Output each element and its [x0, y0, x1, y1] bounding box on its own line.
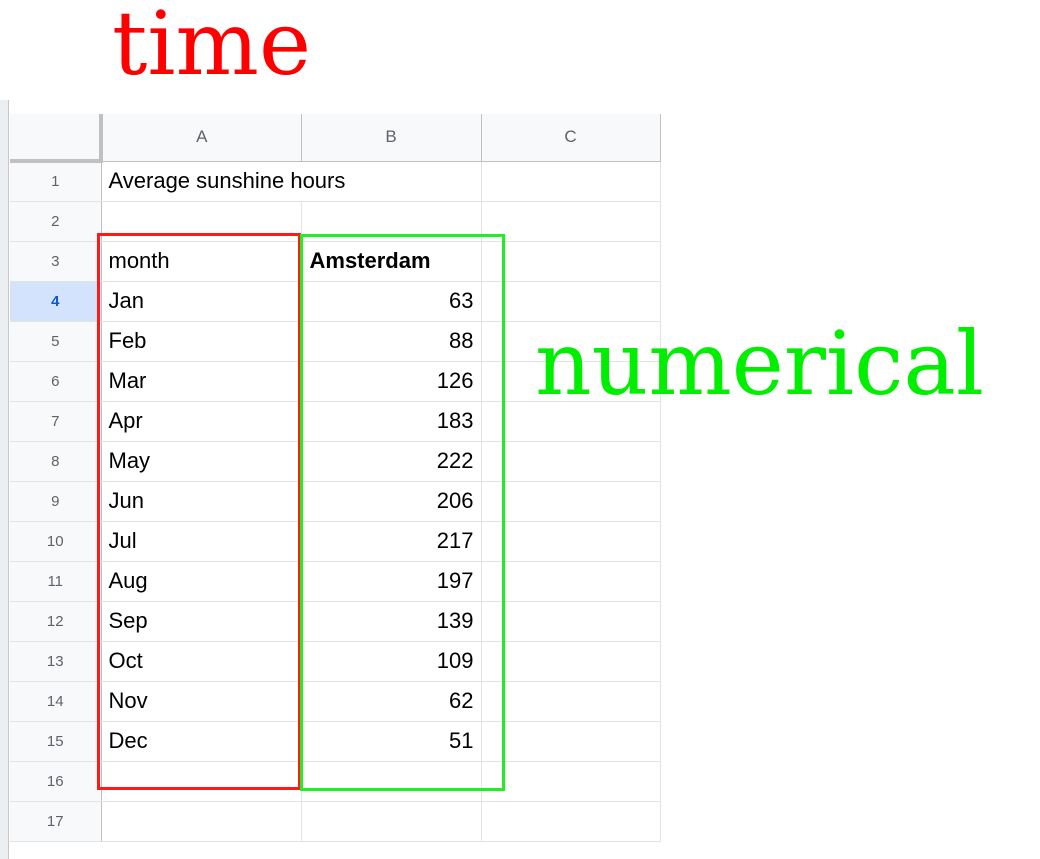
cell-a10[interactable]: Jul — [101, 521, 302, 562]
cell-b5[interactable]: 88 — [301, 321, 482, 362]
sheet-row: 12 Sep 139 — [10, 601, 661, 642]
column-header-b[interactable]: B — [301, 114, 482, 162]
sheet-row: 9 Jun 206 — [10, 481, 661, 522]
cell-b15[interactable]: 51 — [301, 721, 482, 762]
sheet-left-edge — [0, 100, 9, 859]
cell-a4[interactable]: Jan — [101, 281, 302, 322]
cell-b13[interactable]: 109 — [301, 641, 482, 682]
cell-b1[interactable] — [301, 161, 482, 202]
cell-b7[interactable]: 183 — [301, 401, 482, 442]
cell-c12[interactable] — [481, 601, 661, 642]
cell-b9[interactable]: 206 — [301, 481, 482, 522]
cell-c7[interactable] — [481, 401, 661, 442]
cell-c16[interactable] — [481, 761, 661, 802]
cell-b16[interactable] — [301, 761, 482, 802]
row-header[interactable]: 8 — [10, 441, 102, 482]
row-header[interactable]: 10 — [10, 521, 102, 562]
cell-c8[interactable] — [481, 441, 661, 482]
row-header[interactable]: 13 — [10, 641, 102, 682]
row-header[interactable]: 12 — [10, 601, 102, 642]
sheet-row: 2 — [10, 201, 661, 242]
sheet-row: 3 month Amsterdam — [10, 241, 661, 282]
cell-c5[interactable] — [481, 321, 661, 362]
cell-b14[interactable]: 62 — [301, 681, 482, 722]
cell-c11[interactable] — [481, 561, 661, 602]
cell-a14[interactable]: Nov — [101, 681, 302, 722]
sheet-row: 11 Aug 197 — [10, 561, 661, 602]
time-annotation-label: time — [112, 0, 312, 95]
row-header[interactable]: 1 — [10, 161, 102, 202]
cell-c6[interactable] — [481, 361, 661, 402]
cell-a3[interactable]: month — [101, 241, 302, 282]
cell-b8[interactable]: 222 — [301, 441, 482, 482]
row-header[interactable]: 6 — [10, 361, 102, 402]
cell-a5[interactable]: Feb — [101, 321, 302, 362]
sheet-row: 15 Dec 51 — [10, 721, 661, 762]
cell-a2[interactable] — [101, 201, 302, 242]
row-header-active[interactable]: 4 — [10, 281, 102, 322]
cell-c10[interactable] — [481, 521, 661, 562]
cell-a7[interactable]: Apr — [101, 401, 302, 442]
column-header-row: A B C — [10, 114, 661, 163]
row-header[interactable]: 16 — [10, 761, 102, 802]
row-header[interactable]: 2 — [10, 201, 102, 242]
sheet-row: 7 Apr 183 — [10, 401, 661, 442]
cell-a16[interactable] — [101, 761, 302, 802]
cell-c14[interactable] — [481, 681, 661, 722]
cell-a1[interactable]: Average sunshine hours — [101, 161, 345, 202]
cell-c2[interactable] — [481, 201, 661, 242]
sheet-row: 4 Jan 63 — [10, 281, 661, 322]
row-header[interactable]: 3 — [10, 241, 102, 282]
cell-b3[interactable]: Amsterdam — [301, 241, 482, 282]
sheet-row: 6 Mar 126 — [10, 361, 661, 402]
cell-a6[interactable]: Mar — [101, 361, 302, 402]
spreadsheet-grid: A B C 1 Average sunshine hours 2 3 month — [10, 114, 661, 842]
cell-b10[interactable]: 217 — [301, 521, 482, 562]
row-header[interactable]: 14 — [10, 681, 102, 722]
sheet-row: 16 — [10, 761, 661, 802]
cell-c13[interactable] — [481, 641, 661, 682]
cell-c17[interactable] — [481, 801, 661, 842]
cell-b2[interactable] — [301, 201, 482, 242]
cell-c15[interactable] — [481, 721, 661, 762]
sheet-row: 5 Feb 88 — [10, 321, 661, 362]
row-header[interactable]: 15 — [10, 721, 102, 762]
sheet-row: 10 Jul 217 — [10, 521, 661, 562]
cell-c3[interactable] — [481, 241, 661, 282]
cell-b4[interactable]: 63 — [301, 281, 482, 322]
cell-b6[interactable]: 126 — [301, 361, 482, 402]
row-header[interactable]: 11 — [10, 561, 102, 602]
sheet-row: 8 May 222 — [10, 441, 661, 482]
column-header-a[interactable]: A — [101, 114, 302, 162]
cell-c1[interactable] — [481, 161, 661, 202]
cell-a13[interactable]: Oct — [101, 641, 302, 682]
cell-a8[interactable]: May — [101, 441, 302, 482]
row-header[interactable]: 7 — [10, 401, 102, 442]
cell-c4[interactable] — [481, 281, 661, 322]
cell-a11[interactable]: Aug — [101, 561, 302, 602]
cell-a15[interactable]: Dec — [101, 721, 302, 762]
sheet-row: 13 Oct 109 — [10, 641, 661, 682]
row-header[interactable]: 9 — [10, 481, 102, 522]
cell-b17[interactable] — [301, 801, 482, 842]
sheet-row: 17 — [10, 801, 661, 842]
sheet-row: 14 Nov 62 — [10, 681, 661, 722]
row-header[interactable]: 17 — [10, 801, 102, 842]
column-header-c[interactable]: C — [481, 114, 661, 162]
numerical-annotation-label: numerical — [535, 312, 984, 415]
sheet-row: 1 Average sunshine hours — [10, 161, 661, 202]
row-header[interactable]: 5 — [10, 321, 102, 362]
cell-b12[interactable]: 139 — [301, 601, 482, 642]
cell-b11[interactable]: 197 — [301, 561, 482, 602]
select-all-corner[interactable] — [10, 114, 103, 163]
cell-a12[interactable]: Sep — [101, 601, 302, 642]
cell-a17[interactable] — [101, 801, 302, 842]
cell-c9[interactable] — [481, 481, 661, 522]
cell-a9[interactable]: Jun — [101, 481, 302, 522]
